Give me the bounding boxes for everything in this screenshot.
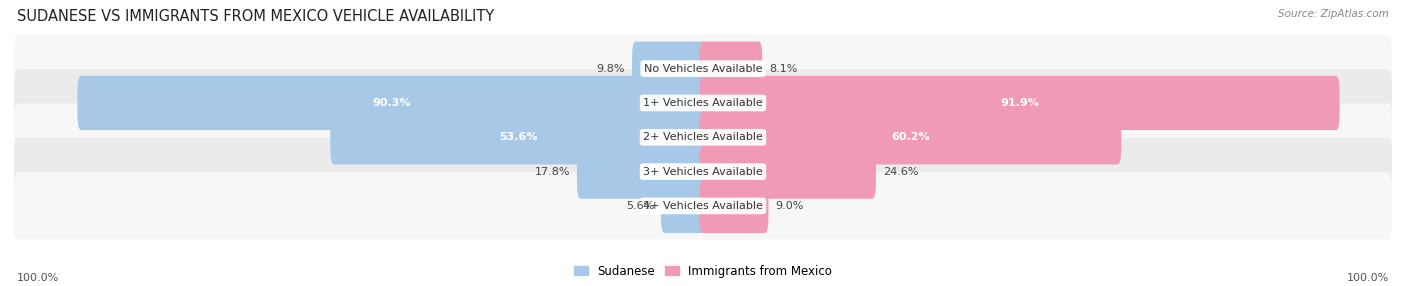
Text: 24.6%: 24.6% <box>883 167 918 176</box>
Text: 8.1%: 8.1% <box>769 64 797 74</box>
Text: 4+ Vehicles Available: 4+ Vehicles Available <box>643 201 763 211</box>
FancyBboxPatch shape <box>700 76 1340 130</box>
Text: 17.8%: 17.8% <box>534 167 569 176</box>
Text: 90.3%: 90.3% <box>373 98 411 108</box>
FancyBboxPatch shape <box>14 172 1392 240</box>
FancyBboxPatch shape <box>14 69 1392 137</box>
Text: 5.6%: 5.6% <box>626 201 654 211</box>
FancyBboxPatch shape <box>700 110 1121 164</box>
Text: 2+ Vehicles Available: 2+ Vehicles Available <box>643 132 763 142</box>
FancyBboxPatch shape <box>14 138 1392 205</box>
Text: SUDANESE VS IMMIGRANTS FROM MEXICO VEHICLE AVAILABILITY: SUDANESE VS IMMIGRANTS FROM MEXICO VEHIC… <box>17 9 494 23</box>
FancyBboxPatch shape <box>14 104 1392 171</box>
FancyBboxPatch shape <box>700 144 876 199</box>
FancyBboxPatch shape <box>633 41 706 96</box>
Text: 100.0%: 100.0% <box>17 273 59 283</box>
Text: Source: ZipAtlas.com: Source: ZipAtlas.com <box>1278 9 1389 19</box>
FancyBboxPatch shape <box>576 144 706 199</box>
Text: 100.0%: 100.0% <box>1347 273 1389 283</box>
Text: 9.8%: 9.8% <box>596 64 626 74</box>
FancyBboxPatch shape <box>330 110 706 164</box>
FancyBboxPatch shape <box>700 41 762 96</box>
Legend: Sudanese, Immigrants from Mexico: Sudanese, Immigrants from Mexico <box>569 260 837 282</box>
FancyBboxPatch shape <box>700 179 769 233</box>
Text: 53.6%: 53.6% <box>499 132 537 142</box>
Text: 60.2%: 60.2% <box>891 132 929 142</box>
FancyBboxPatch shape <box>661 179 706 233</box>
Text: 91.9%: 91.9% <box>1000 98 1039 108</box>
Text: 3+ Vehicles Available: 3+ Vehicles Available <box>643 167 763 176</box>
FancyBboxPatch shape <box>77 76 706 130</box>
FancyBboxPatch shape <box>14 35 1392 102</box>
Text: No Vehicles Available: No Vehicles Available <box>644 64 762 74</box>
Text: 9.0%: 9.0% <box>775 201 804 211</box>
Text: 1+ Vehicles Available: 1+ Vehicles Available <box>643 98 763 108</box>
